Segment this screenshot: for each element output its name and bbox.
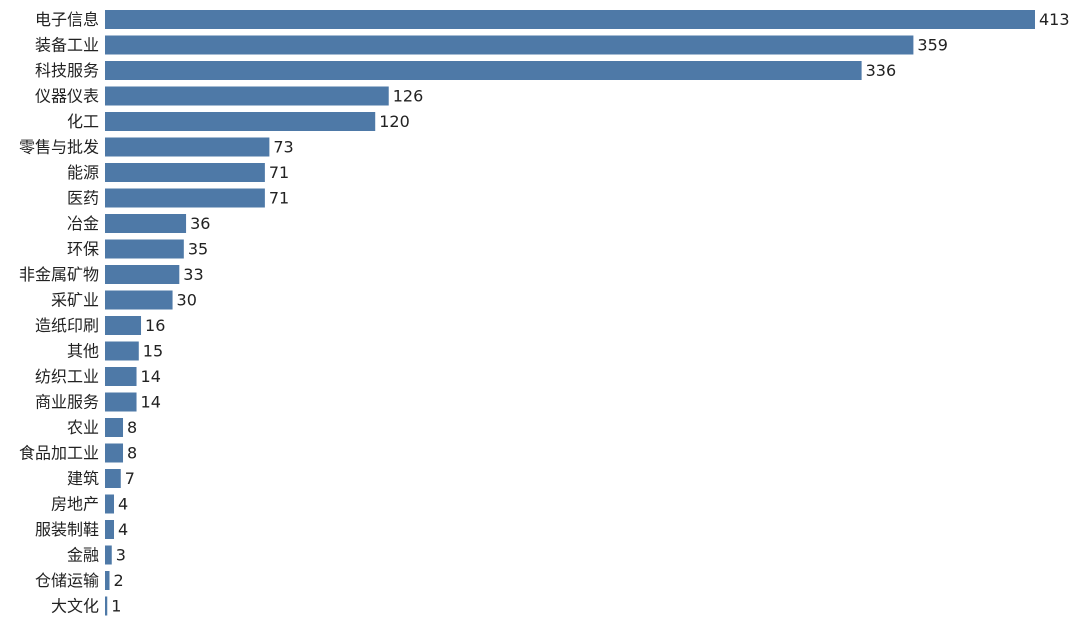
category-label: 农业	[67, 418, 99, 437]
bar	[105, 265, 180, 284]
value-label: 14	[141, 393, 161, 412]
bar	[105, 290, 173, 310]
category-label: 装备工业	[35, 36, 99, 55]
value-label: 30	[177, 291, 197, 310]
value-label: 1	[111, 597, 121, 616]
value-label: 7	[125, 469, 135, 488]
value-labels: 4133593361261207371713635333016151414887…	[111, 10, 1069, 616]
category-label: 房地产	[51, 495, 99, 514]
bar	[105, 188, 265, 208]
bar	[105, 341, 139, 361]
bar	[105, 112, 376, 131]
value-label: 35	[188, 240, 208, 259]
value-label: 8	[127, 444, 137, 463]
category-label: 纺织工业	[35, 367, 99, 386]
category-label: 零售与批发	[19, 138, 99, 157]
value-label: 33	[183, 265, 203, 284]
category-label: 商业服务	[35, 393, 99, 412]
category-label: 金融	[67, 546, 99, 565]
value-label: 2	[114, 571, 124, 590]
value-label: 120	[379, 112, 410, 131]
bar	[105, 316, 142, 335]
category-label: 造纸印刷	[35, 316, 99, 335]
value-label: 413	[1039, 10, 1070, 29]
category-label: 冶金	[67, 214, 99, 233]
bars	[105, 10, 1035, 616]
category-label: 大文化	[51, 597, 99, 616]
category-label: 服装制鞋	[35, 520, 99, 539]
value-label: 73	[273, 138, 293, 157]
bar	[105, 239, 184, 259]
bar	[105, 596, 108, 616]
category-label: 环保	[67, 240, 99, 259]
bar	[105, 494, 115, 514]
bar	[105, 545, 112, 565]
bar	[105, 35, 914, 55]
category-label: 非金属矿物	[19, 265, 99, 284]
value-label: 71	[269, 189, 289, 208]
value-label: 4	[118, 520, 128, 539]
value-label: 8	[127, 418, 137, 437]
category-label: 其他	[67, 342, 99, 361]
value-label: 126	[393, 87, 424, 106]
bar	[105, 443, 124, 463]
bar	[105, 469, 121, 488]
category-label: 能源	[67, 163, 99, 182]
bar	[105, 86, 389, 106]
category-label: 化工	[67, 112, 99, 131]
category-label: 仪器仪表	[35, 87, 99, 106]
value-label: 71	[269, 163, 289, 182]
category-label: 食品加工业	[19, 444, 99, 463]
category-label: 采矿业	[51, 291, 99, 310]
bar	[105, 520, 115, 539]
value-label: 15	[143, 342, 163, 361]
bar	[105, 367, 137, 386]
value-label: 16	[145, 316, 165, 335]
bar	[105, 137, 270, 157]
category-label: 建筑	[67, 469, 99, 488]
value-label: 14	[141, 367, 161, 386]
category-labels: 电子信息装备工业科技服务仪器仪表化工零售与批发能源医药冶金环保非金属矿物采矿业造…	[19, 10, 99, 616]
category-label: 电子信息	[35, 10, 99, 29]
bar	[105, 61, 862, 80]
category-label: 仓储运输	[35, 571, 99, 590]
bar	[105, 392, 137, 412]
bar	[105, 418, 124, 437]
value-label: 359	[917, 36, 948, 55]
category-label: 医药	[67, 189, 99, 208]
value-label: 336	[866, 61, 897, 80]
value-label: 36	[190, 214, 210, 233]
category-label: 科技服务	[35, 61, 99, 80]
bar	[105, 10, 1035, 29]
bar	[105, 214, 187, 233]
bar	[105, 571, 110, 590]
bar	[105, 163, 265, 182]
value-label: 4	[118, 495, 128, 514]
value-label: 3	[116, 546, 126, 565]
